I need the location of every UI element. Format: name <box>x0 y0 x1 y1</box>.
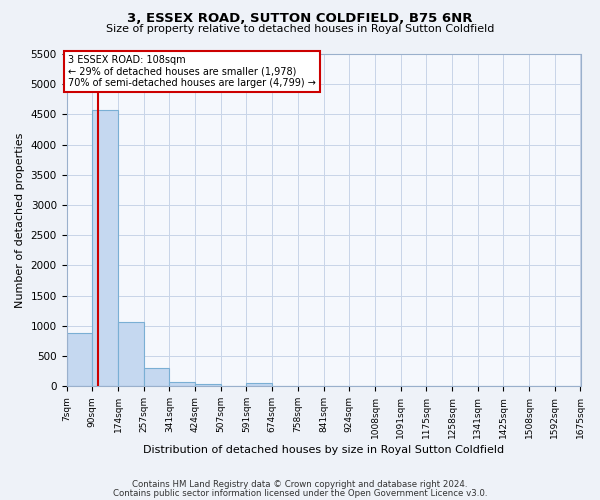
Bar <box>67 333 92 386</box>
Text: 3, ESSEX ROAD, SUTTON COLDFIELD, B75 6NR: 3, ESSEX ROAD, SUTTON COLDFIELD, B75 6NR <box>127 12 473 26</box>
Text: 3 ESSEX ROAD: 108sqm
← 29% of detached houses are smaller (1,978)
70% of semi-de: 3 ESSEX ROAD: 108sqm ← 29% of detached h… <box>68 55 316 88</box>
Bar <box>169 382 195 386</box>
Bar <box>92 110 118 386</box>
X-axis label: Distribution of detached houses by size in Royal Sutton Coldfield: Distribution of detached houses by size … <box>143 445 504 455</box>
Text: Contains HM Land Registry data © Crown copyright and database right 2024.: Contains HM Land Registry data © Crown c… <box>132 480 468 489</box>
Y-axis label: Number of detached properties: Number of detached properties <box>15 132 25 308</box>
Bar <box>118 322 143 386</box>
Text: Size of property relative to detached houses in Royal Sutton Coldfield: Size of property relative to detached ho… <box>106 24 494 34</box>
Bar <box>143 368 169 386</box>
Text: Contains public sector information licensed under the Open Government Licence v3: Contains public sector information licen… <box>113 488 487 498</box>
Bar <box>195 384 221 386</box>
Bar <box>247 383 272 386</box>
